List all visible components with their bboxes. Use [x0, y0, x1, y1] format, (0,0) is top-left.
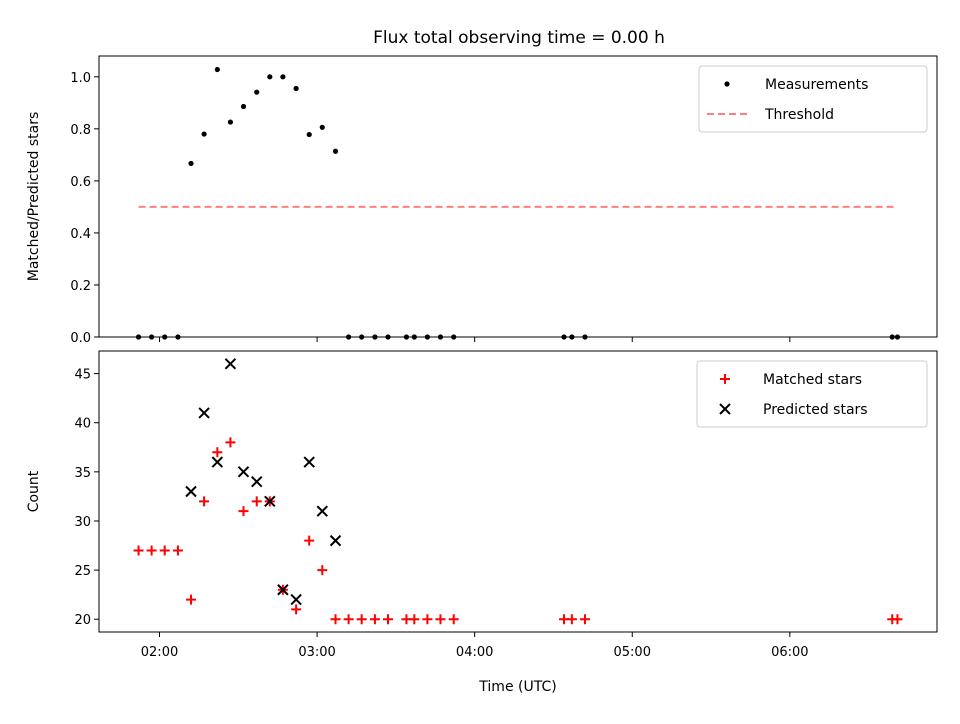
measurement-point: [293, 85, 299, 92]
top-ylabel: Matched/Predicted stars: [26, 112, 42, 282]
legend-predicted-swatch: [719, 403, 731, 415]
matched-star-point: [225, 437, 236, 448]
bottom-legend: Matched stars Predicted stars: [696, 360, 928, 428]
top-ytick-label: 0.8: [70, 123, 91, 138]
measurement-point: [267, 74, 273, 80]
matched-star-point: [448, 614, 459, 625]
matched-star-point: [238, 506, 249, 517]
bottom-ytick-label: 45: [74, 368, 91, 383]
matched-star-point: [291, 604, 302, 615]
matched-star-point: [566, 614, 577, 625]
predicted-star-point: [290, 593, 302, 606]
matched-star-point: [251, 496, 262, 507]
measurement-point: [332, 148, 339, 154]
predicted-star-point: [303, 456, 315, 468]
measurement-point: [201, 131, 207, 137]
matched-star-point: [304, 535, 315, 546]
bottom-ytick-label: 35: [74, 466, 91, 481]
predicted-star-point: [237, 466, 250, 478]
measurement-point: [306, 131, 312, 138]
bottom-ytick-label: 40: [74, 417, 91, 432]
predicted-star-point: [329, 534, 342, 547]
matched-star-point: [212, 447, 223, 458]
top-legend-label: Measurements: [765, 77, 868, 93]
bottom-xtick-label: 04:00: [456, 645, 493, 660]
matched-star-point: [317, 565, 328, 576]
measurement-point: [188, 160, 194, 167]
bottom-ytick-label: 30: [74, 515, 91, 530]
predicted-star-point: [316, 505, 328, 517]
matched-star-point: [133, 545, 144, 556]
predicted-star-point: [277, 584, 289, 596]
top-ytick-label: 0.0: [70, 331, 91, 346]
predicted-star-point: [185, 485, 197, 498]
bottom-xlabel: Time (UTC): [478, 679, 556, 695]
measurement-point: [227, 119, 234, 125]
matched-star-point: [146, 545, 157, 556]
matched-star-point: [892, 614, 903, 625]
predicted-star-point: [198, 407, 210, 419]
matched-star-point: [199, 496, 210, 507]
top-axes-frame: [98, 55, 938, 338]
predicted-star-point: [224, 358, 237, 370]
bottom-axes-frame: [98, 350, 938, 633]
matched-star-point: [343, 614, 354, 625]
chart-title: Flux total observing time = 0.00 h: [373, 28, 665, 48]
matched-star-point: [435, 614, 446, 625]
legend-matched-swatch: [720, 374, 730, 384]
matched-star-point: [369, 614, 380, 625]
bottom-legend-label: Predicted stars: [763, 402, 868, 418]
top-legend-box: [698, 65, 928, 133]
top-ytick-label: 1.0: [70, 71, 91, 86]
measurement-point: [280, 74, 286, 80]
measurement-point: [240, 103, 247, 110]
matched-star-point: [409, 614, 420, 625]
matched-star-point: [172, 545, 183, 556]
bottom-xtick-label: 06:00: [771, 645, 808, 660]
top-legend: Measurements Threshold: [698, 65, 928, 133]
bottom-panel: 20 25 30 35 40 45 02:00 03:00 04:00 05:00 06:00 Cou…: [26, 350, 938, 695]
bottom-xtick-label: 02:00: [141, 645, 178, 660]
matched-star-point: [579, 614, 590, 625]
bottom-ytick-label: 25: [74, 564, 91, 579]
top-legend-label: Threshold: [764, 107, 834, 123]
bottom-ytick-label: 20: [74, 613, 91, 628]
bottom-xtick-label: 03:00: [298, 645, 335, 660]
predicted-star-point: [264, 495, 276, 508]
matched-star-point: [186, 594, 197, 605]
top-ytick-label: 0.2: [70, 279, 91, 294]
matched-star-point: [356, 614, 367, 625]
matched-star-point: [422, 614, 433, 625]
measurement-point: [254, 89, 260, 95]
predicted-star-point: [251, 475, 263, 488]
legend-measurements-swatch: [724, 81, 730, 87]
bottom-legend-box: [696, 360, 928, 428]
matched-star-point: [159, 545, 170, 556]
bottom-legend-label: Matched stars: [763, 372, 862, 388]
bottom-xtick-label: 05:00: [614, 645, 651, 660]
matched-star-point: [382, 614, 393, 625]
bottom-series-predicted-stars: [185, 358, 342, 606]
measurement-point: [214, 66, 220, 73]
top-series-measurements: [135, 66, 901, 340]
matched-star-point: [330, 614, 341, 625]
measurement-point: [319, 124, 325, 130]
predicted-star-point: [211, 456, 224, 468]
top-panel: 0.0 0.2 0.4 0.6 0.8 1.0 Matched/Predicted star…: [26, 55, 938, 346]
bottom-ylabel: Count: [26, 470, 42, 512]
top-ytick-label: 0.6: [70, 175, 91, 190]
top-ytick-label: 0.4: [70, 227, 91, 242]
